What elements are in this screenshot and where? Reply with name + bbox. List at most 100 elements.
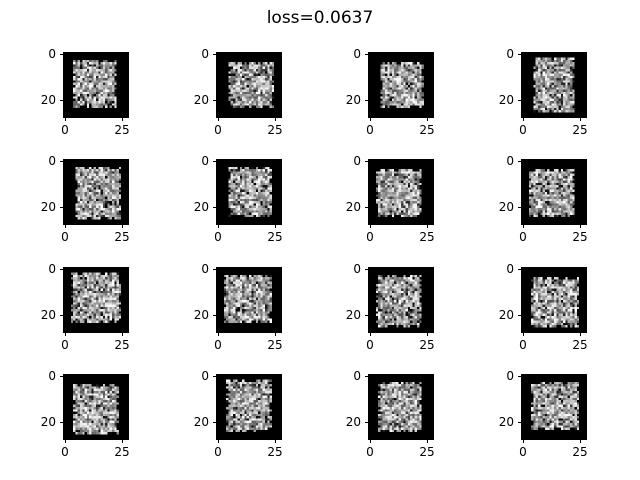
x-tick-label: 25 xyxy=(267,338,283,352)
x-tick-label: 0 xyxy=(214,338,222,352)
y-tick-mark xyxy=(213,376,217,377)
y-tick-label: 20 xyxy=(193,308,209,322)
image-pixels xyxy=(64,53,128,117)
y-tick-mark xyxy=(60,269,64,270)
y-tick-mark xyxy=(213,422,217,423)
y-tick-mark xyxy=(213,100,217,101)
y-tick-label: 20 xyxy=(498,308,514,322)
y-tick-label: 0 xyxy=(48,154,56,168)
x-tick-label: 0 xyxy=(519,338,527,352)
x-tick-mark xyxy=(122,439,123,443)
y-tick-label: 20 xyxy=(193,415,209,429)
generated-image-10 xyxy=(216,267,282,333)
y-tick-mark xyxy=(518,100,522,101)
y-tick-mark xyxy=(365,376,369,377)
y-tick-mark xyxy=(518,315,522,316)
image-pixels xyxy=(522,375,586,439)
image-pixels xyxy=(369,268,433,332)
y-tick-label: 0 xyxy=(201,369,209,383)
y-tick-mark xyxy=(518,54,522,55)
x-tick-mark xyxy=(523,439,524,443)
generated-image-9 xyxy=(63,267,129,333)
x-tick-label: 0 xyxy=(519,230,527,244)
x-tick-label: 0 xyxy=(61,123,69,137)
y-tick-label: 20 xyxy=(40,200,56,214)
y-tick-label: 0 xyxy=(48,369,56,383)
x-tick-mark xyxy=(427,117,428,121)
x-tick-label: 0 xyxy=(366,338,374,352)
x-tick-mark xyxy=(580,332,581,336)
y-tick-mark xyxy=(213,315,217,316)
image-pixels xyxy=(217,375,281,439)
generated-image-4 xyxy=(521,52,587,118)
y-tick-label: 20 xyxy=(345,308,361,322)
x-tick-mark xyxy=(427,224,428,228)
image-pixels xyxy=(64,375,128,439)
x-tick-label: 0 xyxy=(519,445,527,459)
x-tick-mark xyxy=(122,224,123,228)
x-tick-label: 25 xyxy=(267,230,283,244)
x-tick-mark xyxy=(370,224,371,228)
image-pixels xyxy=(64,160,128,224)
x-tick-mark xyxy=(427,439,428,443)
x-tick-label: 25 xyxy=(572,230,588,244)
x-tick-mark xyxy=(427,332,428,336)
y-tick-label: 0 xyxy=(506,369,514,383)
y-tick-label: 20 xyxy=(40,415,56,429)
x-tick-mark xyxy=(370,117,371,121)
y-tick-mark xyxy=(213,269,217,270)
y-tick-label: 0 xyxy=(201,47,209,61)
x-tick-mark xyxy=(218,439,219,443)
x-tick-label: 25 xyxy=(419,445,435,459)
y-tick-label: 20 xyxy=(40,93,56,107)
y-tick-label: 20 xyxy=(193,93,209,107)
x-tick-mark xyxy=(122,332,123,336)
y-tick-mark xyxy=(365,269,369,270)
y-tick-label: 0 xyxy=(48,47,56,61)
x-tick-mark xyxy=(370,332,371,336)
x-tick-mark xyxy=(580,224,581,228)
y-tick-label: 0 xyxy=(353,47,361,61)
x-tick-label: 25 xyxy=(419,123,435,137)
x-tick-label: 0 xyxy=(366,445,374,459)
y-tick-label: 20 xyxy=(498,200,514,214)
x-tick-label: 25 xyxy=(419,338,435,352)
y-tick-mark xyxy=(518,376,522,377)
x-tick-mark xyxy=(370,439,371,443)
x-tick-label: 25 xyxy=(572,338,588,352)
x-tick-mark xyxy=(218,332,219,336)
x-tick-label: 25 xyxy=(114,338,130,352)
x-tick-label: 0 xyxy=(366,230,374,244)
y-tick-mark xyxy=(60,161,64,162)
x-tick-label: 25 xyxy=(267,445,283,459)
generated-image-3 xyxy=(368,52,434,118)
y-tick-mark xyxy=(518,269,522,270)
y-tick-mark xyxy=(60,207,64,208)
x-tick-label: 0 xyxy=(61,230,69,244)
x-tick-mark xyxy=(523,117,524,121)
x-tick-label: 25 xyxy=(267,123,283,137)
x-tick-label: 0 xyxy=(61,338,69,352)
y-tick-mark xyxy=(518,207,522,208)
y-tick-mark xyxy=(518,161,522,162)
y-tick-mark xyxy=(365,315,369,316)
y-tick-label: 20 xyxy=(345,93,361,107)
y-tick-label: 0 xyxy=(201,154,209,168)
y-tick-mark xyxy=(365,54,369,55)
x-tick-mark xyxy=(275,117,276,121)
x-tick-mark xyxy=(523,332,524,336)
x-tick-mark xyxy=(218,117,219,121)
x-tick-mark xyxy=(275,332,276,336)
y-tick-label: 20 xyxy=(345,200,361,214)
x-tick-mark xyxy=(65,224,66,228)
x-tick-label: 0 xyxy=(519,123,527,137)
image-pixels xyxy=(522,268,586,332)
image-pixels xyxy=(369,160,433,224)
x-tick-label: 0 xyxy=(214,445,222,459)
image-pixels xyxy=(369,375,433,439)
x-tick-mark xyxy=(65,117,66,121)
y-tick-label: 20 xyxy=(40,308,56,322)
y-tick-mark xyxy=(213,207,217,208)
x-tick-mark xyxy=(275,439,276,443)
